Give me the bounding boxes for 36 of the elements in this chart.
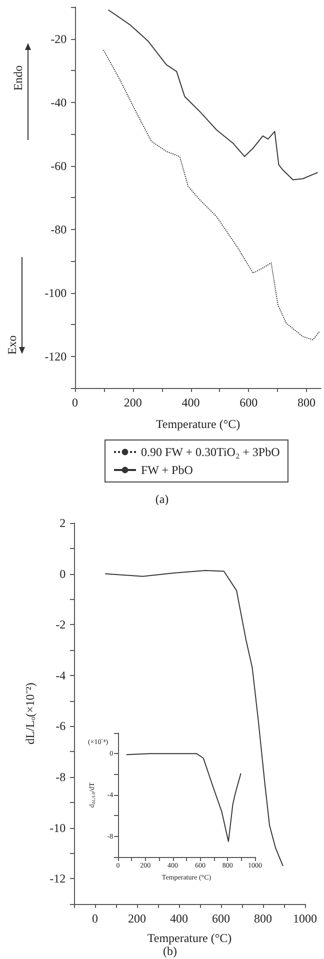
y-tick-label: -80	[50, 222, 67, 236]
x-tick-label: 200	[124, 395, 142, 410]
y-tick-label: -10	[50, 820, 66, 835]
line-series	[102, 49, 320, 340]
y-axis-title: dL/Lₒ(×10⁻²)	[23, 682, 37, 744]
x-tick-label: 0	[92, 911, 98, 926]
x-axis-title: Temperature (°C)	[156, 417, 240, 431]
x-tick-label: 400	[182, 395, 200, 410]
y-tick-label: 0	[60, 566, 66, 581]
x-axis-title: Temperature (°C)	[147, 931, 232, 945]
line-series	[126, 753, 242, 842]
x-tick-label: 800	[254, 911, 272, 926]
x-tick-label: 200	[128, 911, 146, 926]
y-tick-label: -2	[56, 618, 66, 632]
x-tick-label: 1000	[293, 911, 317, 926]
text: (b)	[163, 944, 177, 958]
y-tick-label: -60	[50, 158, 67, 173]
y-tick-label: 2	[60, 516, 66, 530]
y-tick-label: -120	[44, 349, 67, 364]
y-tick-label: -8	[56, 770, 66, 784]
y-tick-label: -40	[50, 95, 67, 110]
legend-label: 0.90 FW + 0.30TiO₂ + 3PbO	[141, 445, 280, 459]
text: Endo	[11, 65, 25, 91]
x-tick-label: 600	[212, 911, 230, 926]
y-tick-label: -4	[56, 668, 66, 682]
y-tick-label: -100	[44, 286, 67, 300]
text: Exo	[5, 335, 19, 355]
x-tick-label: 0	[72, 395, 78, 410]
y-tick-label: -12	[50, 872, 66, 886]
x-tick-label: 800	[298, 395, 316, 410]
legend-label: FW + PbO	[141, 463, 194, 477]
x-tick-label: 600	[240, 395, 258, 410]
y-tick-label: -6	[56, 719, 66, 734]
y-tick-label: -20	[50, 32, 67, 46]
line-series	[108, 9, 318, 180]
x-tick-label: 400	[170, 911, 188, 926]
